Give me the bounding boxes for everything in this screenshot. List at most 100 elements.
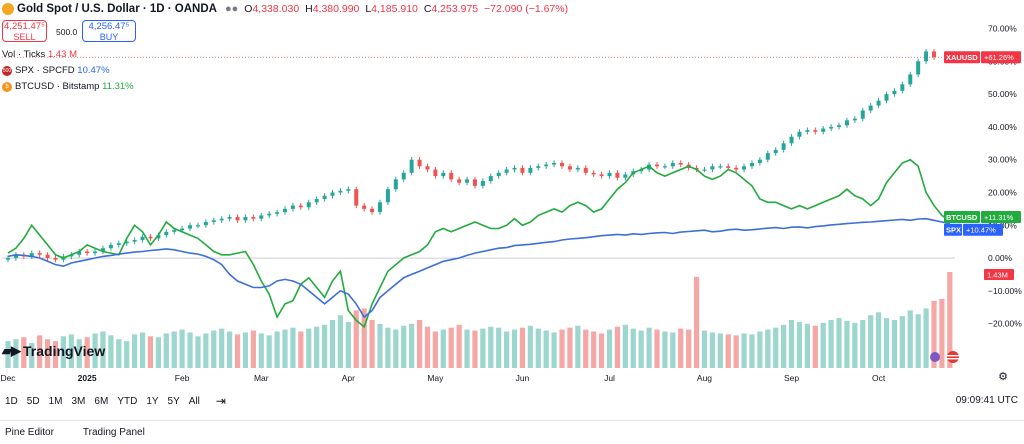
- volume-bar: [804, 323, 810, 368]
- volume-bar: [52, 341, 59, 368]
- volume-bar: [147, 336, 154, 368]
- bitcoin-icon: ₿: [2, 81, 12, 92]
- volume-bar: [606, 329, 613, 368]
- candle-body: [528, 167, 533, 173]
- volume-bar: [939, 298, 945, 368]
- tab-trading-panel[interactable]: Trading Panel: [82, 427, 145, 438]
- candle-body: [425, 166, 430, 170]
- candle-body: [433, 169, 438, 177]
- candle-body: [298, 205, 303, 208]
- volume-bar: [377, 323, 383, 368]
- volume-bar: [21, 337, 27, 368]
- volume-bar: [440, 329, 446, 368]
- settings-gear-icon[interactable]: ⚙: [998, 371, 1008, 383]
- volume-bar: [915, 314, 921, 368]
- candle-body: [844, 120, 849, 126]
- timeframe-1m[interactable]: 1M: [48, 395, 63, 407]
- clock-time[interactable]: 09:09:41 UTC: [955, 395, 1018, 406]
- xauusd-badge-value-bg: [981, 51, 1021, 64]
- volume-bar: [899, 316, 905, 368]
- x-tick-label: Feb: [175, 373, 190, 383]
- y-tick-label: 40.00%: [988, 122, 1017, 132]
- sell-button[interactable]: 4,251.47⁵ SELL: [2, 20, 47, 42]
- volume-bar: [369, 320, 375, 368]
- timeframe-1y[interactable]: 1Y: [146, 395, 159, 407]
- candle-body: [188, 225, 193, 229]
- volume-bar: [108, 335, 114, 368]
- timeframe-ytd[interactable]: YTD: [117, 395, 138, 407]
- legend-volume[interactable]: Vol · Ticks 1.43 M: [2, 49, 77, 60]
- volume-bar: [559, 329, 565, 368]
- price-chart[interactable]: 70.00%60.00%50.00%40.00%30.00%20.00%10.0…: [0, 0, 1024, 392]
- candle-body: [781, 143, 786, 150]
- tradingview-logo[interactable]: ▰▶ TradingView: [2, 343, 106, 359]
- candle-body: [370, 208, 375, 213]
- more-dots-icon[interactable]: ●●: [224, 3, 239, 15]
- candle-body: [330, 192, 335, 196]
- volume-bar: [187, 332, 193, 368]
- us-flag-icon: [947, 351, 959, 363]
- x-tick-label: Oct: [872, 373, 886, 383]
- x-tick-label: Dec: [0, 373, 16, 383]
- volume-bar: [686, 329, 692, 368]
- volume-bar: [416, 320, 423, 368]
- candle-body: [172, 230, 177, 232]
- candle-body: [211, 220, 216, 222]
- timeframe-5y[interactable]: 5Y: [167, 395, 180, 407]
- volume-bar: [37, 335, 43, 368]
- timeframe-6m[interactable]: 6M: [94, 395, 109, 407]
- spx-badge-value: +10.47%: [966, 226, 996, 235]
- candle-body: [251, 217, 256, 219]
- quantity-field[interactable]: 500.0: [56, 27, 78, 37]
- legend-spx[interactable]: 500 SPX · SPCFD 10.47%: [2, 65, 110, 76]
- volume-bar: [875, 312, 882, 368]
- volume-bar: [100, 331, 106, 368]
- candle-body: [805, 130, 810, 132]
- volume-bar: [796, 321, 803, 368]
- volume-bar: [757, 331, 763, 368]
- timeframe-all[interactable]: All: [188, 395, 200, 407]
- symbol-title[interactable]: Gold Spot / U.S. Dollar · 1D · OANDA: [17, 3, 217, 15]
- volume-bar: [314, 326, 320, 368]
- volume-bar: [219, 328, 225, 368]
- volume-bar: [242, 332, 249, 368]
- candle-body: [6, 258, 10, 260]
- date-range-icon[interactable]: ⇥: [215, 394, 226, 408]
- buy-button[interactable]: 4,256.47⁵ BUY: [82, 20, 136, 42]
- ohlc-values: O4,338.030 H4,380.990 L4,185.910 C4,253.…: [244, 3, 569, 15]
- candle-body: [13, 254, 18, 259]
- spx-line: [7, 217, 950, 319]
- candle-body: [552, 162, 557, 165]
- candle-body: [338, 190, 343, 193]
- volume-bar: [828, 320, 834, 368]
- timeframe-3m[interactable]: 3M: [71, 395, 86, 407]
- candle-body: [449, 172, 454, 180]
- volume-bar: [92, 333, 98, 368]
- y-tick-label: −20.00%: [988, 319, 1022, 329]
- candle-body: [85, 251, 90, 254]
- volume-bar: [543, 330, 549, 368]
- legend-btc[interactable]: ₿ BTCUSD · Bitstamp 11.31%: [2, 81, 134, 92]
- volume-bar: [638, 330, 644, 368]
- volume-badge-bg: [984, 269, 1014, 280]
- timeframe-1d[interactable]: 1D: [5, 395, 18, 407]
- volume-bar: [583, 329, 589, 368]
- volume-bar: [13, 339, 19, 368]
- candle-body: [813, 130, 818, 132]
- tab-pine-editor[interactable]: Pine Editor: [5, 427, 54, 438]
- volume-bar: [60, 336, 67, 368]
- timeframe-5d[interactable]: 5D: [26, 395, 40, 407]
- btcusd-badge-value: +11.31%: [984, 213, 1014, 222]
- candle-body: [29, 253, 34, 257]
- candle-body: [283, 208, 288, 213]
- volume-bar: [717, 333, 723, 368]
- volume-bar: [282, 329, 288, 368]
- volume-bar: [812, 325, 818, 368]
- candle-body: [488, 176, 493, 181]
- candle-body: [599, 174, 604, 177]
- volume-bar: [591, 331, 597, 368]
- candle-body: [306, 202, 311, 208]
- volume-bar: [852, 322, 858, 368]
- candle-body: [385, 189, 390, 203]
- volume-bar: [749, 334, 755, 368]
